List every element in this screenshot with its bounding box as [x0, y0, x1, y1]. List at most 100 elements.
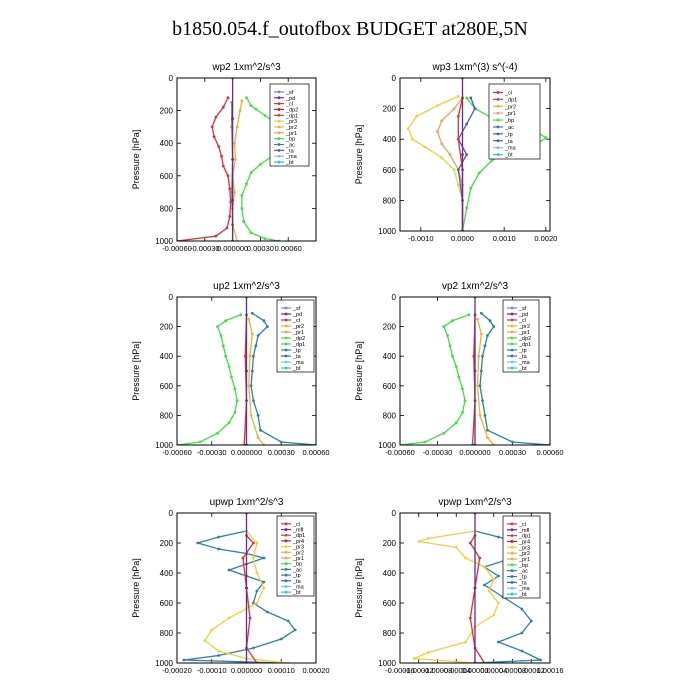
series-point: [238, 109, 242, 112]
y-tick-label: 600: [160, 599, 174, 608]
legend-marker: [510, 330, 514, 334]
series-point: [497, 535, 500, 539]
series-point: [255, 601, 259, 605]
series-point: [182, 658, 186, 662]
series-point: [448, 153, 452, 156]
series-point: [448, 344, 452, 348]
series-point: [442, 325, 446, 328]
y-tick-label: 200: [160, 539, 174, 548]
series-point: [492, 325, 496, 328]
x-tick-label: 0.0010: [493, 234, 516, 243]
x-tick-label: 0.00012: [518, 666, 545, 675]
legend-marker: [510, 318, 514, 322]
series-point: [245, 369, 248, 373]
series-line: [469, 535, 485, 663]
legend-marker: [284, 545, 288, 549]
y-tick-label: 1000: [155, 237, 173, 246]
legend-marker: [510, 324, 514, 328]
x-tick-label: -0.00060: [162, 448, 192, 457]
series-point: [240, 194, 244, 197]
y-tick-label: 800: [160, 411, 174, 420]
legend-label: _pr3: [292, 545, 304, 551]
x-tick-label: 0.00060: [275, 244, 302, 253]
panel-title: vp2 1xm^2/s^3: [442, 281, 509, 292]
series-point: [477, 354, 481, 358]
series-point: [196, 541, 200, 545]
series-point: [469, 96, 473, 100]
series-point: [252, 354, 255, 358]
panel-title: up2 1xm^2/s^3: [213, 281, 280, 292]
legend-label: _pd: [292, 312, 302, 318]
series-point: [239, 313, 243, 317]
legend-marker: [510, 563, 514, 567]
chart-panel-2: wp3 1xm^(3) s^(-4) Pressure [hPa] 0 200 400 6…: [354, 62, 557, 243]
series-point: [256, 414, 260, 417]
series-point: [465, 122, 469, 126]
legend-label: _dp2: [285, 107, 298, 113]
legend-marker: [277, 113, 281, 117]
x-tick-label: 0.00030: [499, 448, 526, 457]
series-point: [465, 206, 469, 210]
x-tick-label: -0.00016: [385, 666, 415, 675]
series-point: [212, 135, 216, 139]
legend-marker: [284, 567, 288, 571]
series-point: [225, 226, 229, 230]
y-tick-label: 600: [383, 382, 397, 391]
legend-marker: [496, 97, 500, 101]
series-point: [461, 411, 464, 414]
legend-label: _ma: [292, 360, 305, 366]
series-point: [465, 96, 469, 100]
legend-label: _tp: [504, 132, 513, 138]
series-point: [440, 142, 444, 146]
series-point: [426, 651, 430, 654]
legend-label: _tp: [518, 348, 527, 354]
chart-panel-1: wp2 1xm^2/s^3 Pressure [hPa] 0 200 400 600 800…: [131, 62, 317, 253]
series-point: [224, 319, 228, 323]
legend-marker: [277, 160, 281, 164]
y-tick-label: 600: [383, 599, 397, 608]
legend-marker: [277, 143, 281, 146]
series-point: [529, 619, 533, 623]
legend-label: _mfl: [518, 528, 529, 534]
legend-label: _bt: [518, 366, 527, 372]
series-point: [262, 586, 266, 590]
legend-label: _ac: [504, 125, 514, 131]
series-point: [468, 541, 472, 545]
legend-marker: [510, 528, 514, 532]
legend-label: _pr2: [292, 550, 304, 556]
legend-marker: [496, 91, 500, 94]
legend-label: _ma: [504, 146, 517, 152]
x-tick-label: 0.000000: [217, 244, 248, 253]
legend-label: _dp1: [518, 534, 531, 540]
legend-label: _cl: [292, 522, 300, 528]
legend-marker: [510, 575, 514, 578]
series-point: [452, 168, 456, 172]
legend-label: _ac: [285, 143, 295, 149]
series-point: [426, 537, 430, 540]
x-tick-label: 0.00000: [461, 666, 488, 675]
legend-marker: [284, 312, 288, 316]
series-point: [520, 631, 524, 635]
series-point: [228, 187, 232, 191]
series-line: [203, 530, 289, 663]
legend-label: _bt: [292, 366, 301, 372]
series-point: [256, 334, 260, 337]
x-tick-label: 0.00008: [499, 666, 526, 675]
series-point: [227, 616, 231, 620]
series-point: [266, 325, 269, 328]
series-point: [440, 156, 444, 160]
series-point: [479, 311, 483, 315]
legend-label: _ta: [518, 354, 528, 360]
series-point: [457, 375, 461, 379]
x-tick-label: 0.00060: [302, 448, 329, 457]
legend-box: [276, 299, 315, 373]
legend-label: _ta: [285, 148, 295, 154]
series-point: [247, 317, 251, 321]
legend-label: _dp2: [518, 336, 531, 342]
series-point: [279, 440, 283, 444]
legend-label: _pr4: [518, 539, 530, 545]
legend-label: _pr3: [518, 545, 530, 551]
x-tick-label: 0.0020: [534, 234, 557, 243]
legend-marker: [510, 540, 514, 543]
series-point: [293, 628, 297, 632]
